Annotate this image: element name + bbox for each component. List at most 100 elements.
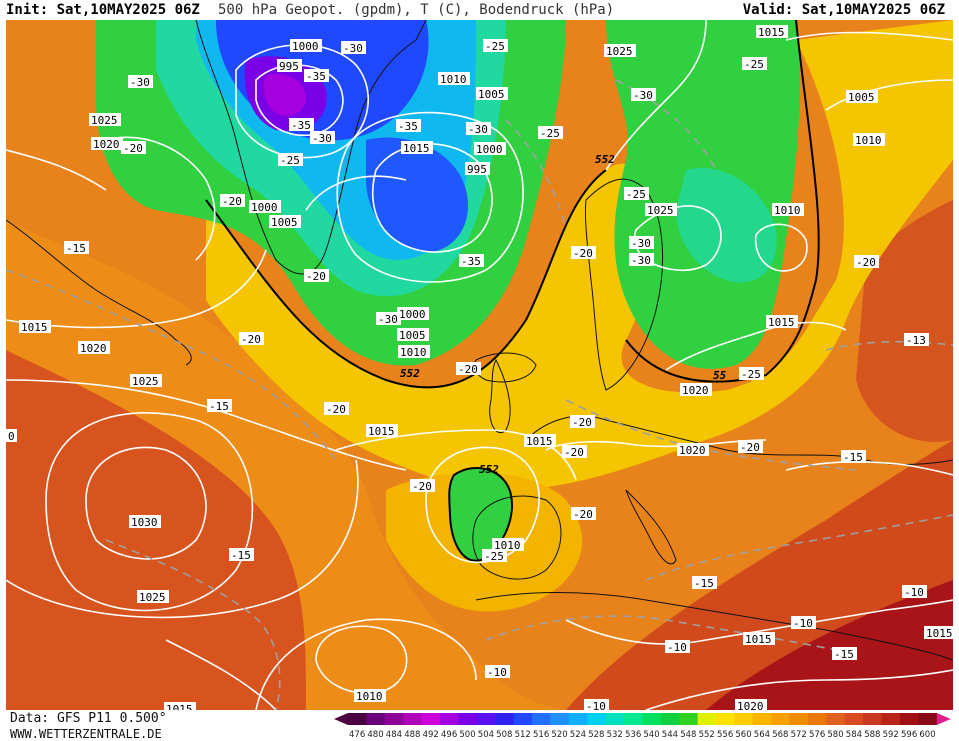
colorbar-cell	[366, 713, 386, 725]
contour-label-box	[289, 118, 314, 131]
contour-label: 1010	[492, 538, 524, 552]
contour-label-box	[538, 126, 563, 139]
colorbar-cell	[550, 713, 570, 725]
data-source: Data: GFS P11 0.500°	[10, 711, 167, 726]
weather-map: 1000 995 -35 -35 -30 -30 -25 1010 1005 -35 -30 1015…	[6, 20, 953, 710]
contour-label-box	[474, 142, 506, 155]
isobars	[6, 20, 953, 710]
contour-label-box	[78, 341, 110, 354]
contour-label: -25	[483, 39, 508, 53]
contour-label: 1020	[91, 137, 123, 151]
colorbar-tick-label: 532	[607, 730, 623, 739]
contour-label-text: -15	[66, 242, 86, 255]
contour-label: -35	[289, 118, 314, 132]
colorbar-cell	[642, 713, 662, 725]
colorbar-cell	[716, 713, 735, 725]
contour-label-text: -15	[231, 549, 251, 562]
contour-label-box	[91, 137, 123, 150]
colorbar-tick-label: 572	[791, 730, 807, 739]
contour-label-box	[738, 440, 763, 453]
colorbar-cell	[421, 713, 441, 725]
contour-label: -25	[742, 57, 767, 71]
contour-label-text: 1025	[139, 591, 166, 604]
contour-label-text: 1020	[80, 342, 107, 355]
contour-label-text: 55	[713, 369, 727, 382]
contour-label-text: 995	[467, 163, 487, 176]
colorbar-tick-label: 484	[386, 730, 402, 739]
contour-label: 1015	[401, 141, 433, 155]
contour-label: 552	[479, 463, 499, 476]
contour-label-text: -20	[856, 256, 876, 269]
contour-label-text: -13	[906, 334, 926, 347]
contour-label-box	[571, 507, 596, 520]
contour-label-box	[397, 307, 429, 320]
contour-label-box	[129, 515, 161, 528]
contour-label-box	[756, 25, 788, 38]
contour-label: -25	[278, 153, 303, 167]
contour-label: -10	[584, 699, 609, 710]
contour-label-box	[466, 122, 491, 135]
contour-label-box	[121, 141, 146, 154]
contour-label: 1010	[772, 203, 804, 217]
contour-label-box	[853, 133, 885, 146]
contour-label-text: -30	[631, 254, 651, 267]
contour-label-box	[629, 236, 654, 249]
contour-label-text: 1015	[758, 26, 785, 39]
colorbar-tick-label: 556	[717, 730, 733, 739]
contour-label: -20	[220, 194, 245, 208]
contour-label: 1025	[137, 590, 169, 604]
contour-label-box	[376, 312, 401, 325]
colorbar-tick-label: 568	[772, 730, 788, 739]
contour-label-text: -10	[586, 700, 606, 710]
contour-label: 1010	[354, 689, 386, 703]
field-green-cutoff-iberia	[449, 467, 512, 561]
contour-label-text: -25	[744, 58, 764, 71]
contour-label: -20	[410, 479, 435, 493]
contour-label-box	[476, 87, 508, 100]
colorbar-cell	[384, 713, 404, 725]
isoline-552	[205, 169, 607, 389]
colorbar-tick-label: 504	[478, 730, 494, 739]
colorbar-tick-label: 500	[459, 730, 475, 739]
contour-label-box	[410, 479, 435, 492]
contour-label-text: 1030	[131, 516, 158, 529]
colorbar-cell	[476, 713, 496, 725]
colorbar-cell	[532, 713, 551, 725]
field-orange-center	[6, 220, 566, 710]
contour-label-text: 1025	[91, 114, 118, 127]
contour-label-text: -20	[241, 333, 261, 346]
contour-label-box	[269, 215, 301, 228]
contour-label: 1015	[766, 315, 798, 329]
contour-label-box	[278, 153, 303, 166]
contour-label-box	[631, 88, 656, 101]
colorbar-cell	[495, 713, 515, 725]
contour-label-text: 1025	[647, 204, 674, 217]
contour-label-text: -30	[343, 42, 363, 55]
contour-label-box	[692, 576, 717, 589]
contour-label-box	[397, 328, 429, 341]
contour-label-text: -35	[461, 255, 481, 268]
contour-label-box	[832, 647, 857, 660]
contour-label-text: -30	[468, 123, 488, 136]
colorbar-tick-label: 600	[919, 730, 935, 739]
contour-label: 1005	[476, 87, 508, 101]
contour-label-box	[562, 445, 587, 458]
contour-label-box	[584, 699, 609, 710]
contour-label-box	[6, 429, 17, 442]
contour-label-text: -10	[667, 641, 687, 654]
colorbar-tick-label: 524	[570, 730, 586, 739]
contour-label: 1015	[164, 702, 196, 710]
colorbar-ticks: 476 480 484 488 492 496 500 504 508 512 516 520 524 5…	[349, 730, 936, 739]
contour-label-text: -30	[130, 76, 150, 89]
contour-label-text: 1020	[93, 138, 120, 151]
colorbar-cell	[513, 713, 533, 725]
contour-label-text: 552	[400, 367, 420, 380]
contour-label-text: -35	[398, 120, 418, 133]
contour-label-text: 1000	[251, 201, 278, 214]
contour-label: -20	[324, 402, 349, 416]
field-teal-scandinavia	[676, 168, 777, 283]
colorbar-cell	[697, 713, 717, 725]
colorbar-cell	[900, 713, 919, 725]
colorbar-tick-label: 480	[367, 730, 383, 739]
contour-label: -30	[128, 75, 153, 89]
